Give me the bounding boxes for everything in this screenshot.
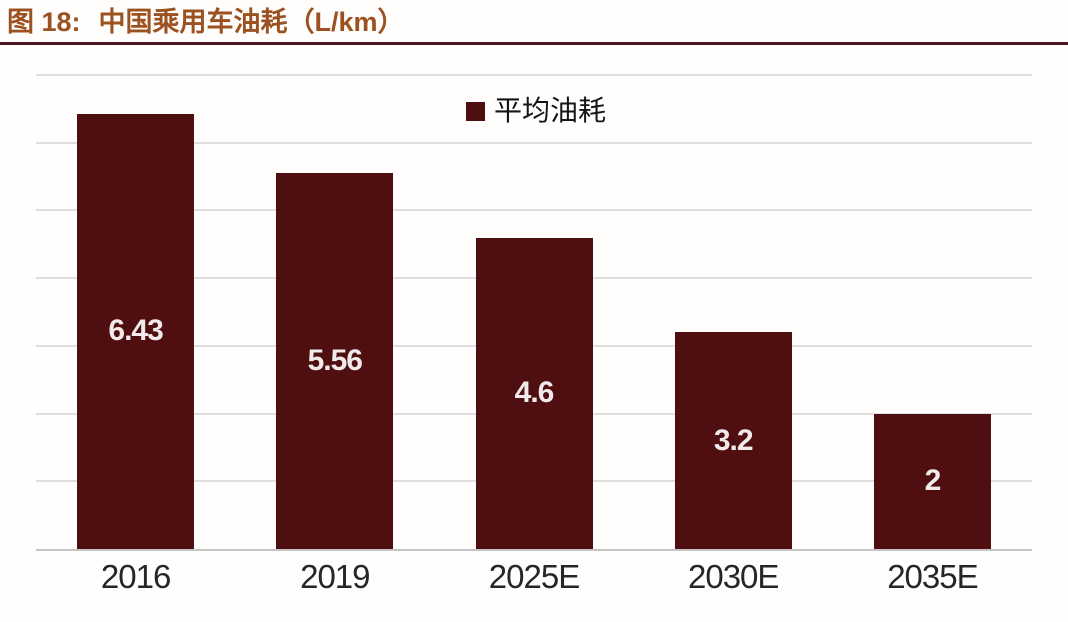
bar-2025E: 4.6 (475, 237, 593, 549)
bar-value-label: 3.2 (713, 423, 754, 457)
chart-header: 图 18: 中国乘用车油耗（L/km） (7, 5, 405, 39)
x-axis-label-2025E: 2025E (488, 558, 580, 595)
gridline (36, 74, 1032, 76)
x-axis-labels: 2016 2019 2025E 2030E 2035E (36, 558, 1032, 596)
legend-swatch (466, 101, 485, 121)
bar-value-label: 5.56 (307, 343, 363, 377)
x-axis-label-2016: 2016 (100, 558, 171, 595)
legend-label: 平均油耗 (494, 95, 607, 126)
x-axis-label-2035E: 2035E (887, 558, 978, 595)
gridline (36, 141, 1032, 144)
bar-slot: 3.2 (634, 75, 833, 549)
bar-slot: 4.6 (434, 75, 633, 549)
bar-2016: 6.43 (77, 113, 195, 549)
bar-value-label: 4.6 (514, 376, 555, 410)
x-axis-label-2030E: 2030E (687, 558, 779, 595)
bar-2019: 5.56 (276, 172, 394, 549)
bar-2035E: 2 (873, 413, 991, 549)
figure-label: 图 18: (7, 7, 81, 37)
gridline (36, 209, 1032, 212)
bar-slot: 6.43 (36, 75, 235, 549)
bar-slot: 5.56 (235, 75, 434, 549)
bar-value-label: 2 (924, 464, 942, 498)
chart-legend: 平均油耗 (466, 96, 606, 126)
x-axis-label-2019: 2019 (300, 558, 370, 595)
plot-area: 6.43 5.56 4.6 3.2 2 (36, 74, 1032, 551)
title-divider (0, 42, 1068, 45)
chart-title: 中国乘用车油耗（L/km） (98, 7, 405, 37)
x-axis-line (36, 549, 1032, 551)
bars: 6.43 5.56 4.6 3.2 2 (36, 75, 1032, 549)
bar-slot: 2 (833, 75, 1032, 549)
bar-value-label: 6.43 (108, 314, 163, 348)
bar-2030E: 3.2 (674, 332, 792, 549)
